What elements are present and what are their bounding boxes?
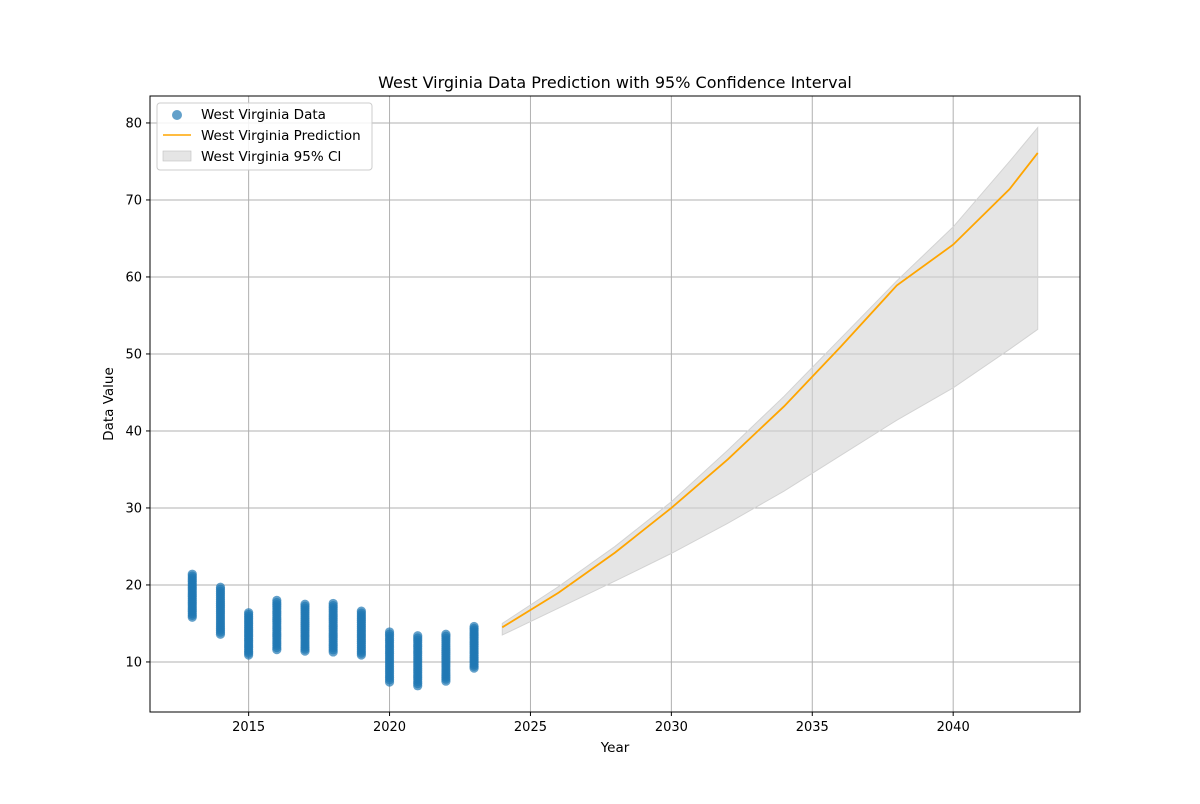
chart-title: West Virginia Data Prediction with 95% C… <box>378 73 852 92</box>
scatter-point <box>215 582 226 592</box>
y-axis-label: Data Value <box>101 367 117 441</box>
x-tick-label: 2035 <box>796 720 829 735</box>
scatter-point <box>384 627 395 637</box>
y-tick-label: 60 <box>125 270 142 285</box>
confidence-band <box>501 126 1039 636</box>
x-axis-label: Year <box>600 740 630 756</box>
y-tick-label: 50 <box>125 347 142 362</box>
legend-marker-data <box>172 110 182 120</box>
x-tick-label: 2030 <box>655 720 688 735</box>
scatter-point <box>356 606 366 616</box>
legend-label-prediction: West Virginia Prediction <box>201 128 361 144</box>
plot-frame <box>149 95 1081 713</box>
y-tick-label: 10 <box>125 655 142 670</box>
y-axis-ticks: 10 20 30 40 50 60 70 80 <box>125 116 150 670</box>
scatter-point <box>187 569 197 579</box>
legend-label-data: West Virginia Data <box>201 107 326 123</box>
scatter-point <box>469 621 479 632</box>
scatter-point <box>413 631 423 641</box>
x-tick-label: 2015 <box>232 720 265 735</box>
prediction-line <box>501 152 1039 629</box>
y-tick-label: 40 <box>125 424 142 439</box>
ci-band <box>501 126 1039 636</box>
x-axis-ticks: 2015 2020 2025 2030 2035 2040 <box>232 712 970 735</box>
y-tick-label: 70 <box>125 193 142 208</box>
scatter-point <box>441 629 451 639</box>
x-tick-label: 2020 <box>373 720 406 735</box>
scatter-points <box>187 569 479 691</box>
x-tick-label: 2025 <box>514 720 547 735</box>
y-tick-label: 30 <box>125 501 142 516</box>
legend: West Virginia Data West Virginia Predict… <box>156 102 373 171</box>
y-tick-label: 80 <box>125 116 142 131</box>
x-tick-label: 2040 <box>937 720 970 735</box>
y-tick-label: 20 <box>125 578 142 593</box>
prediction-line-layer <box>501 152 1039 629</box>
legend-box <box>156 102 373 171</box>
scatter-point <box>300 599 310 609</box>
scatter-point <box>272 595 282 605</box>
scatter-point <box>328 598 338 609</box>
legend-label-ci: West Virginia 95% CI <box>201 149 341 165</box>
scatter-point <box>244 608 254 618</box>
legend-marker-ci <box>162 150 192 162</box>
